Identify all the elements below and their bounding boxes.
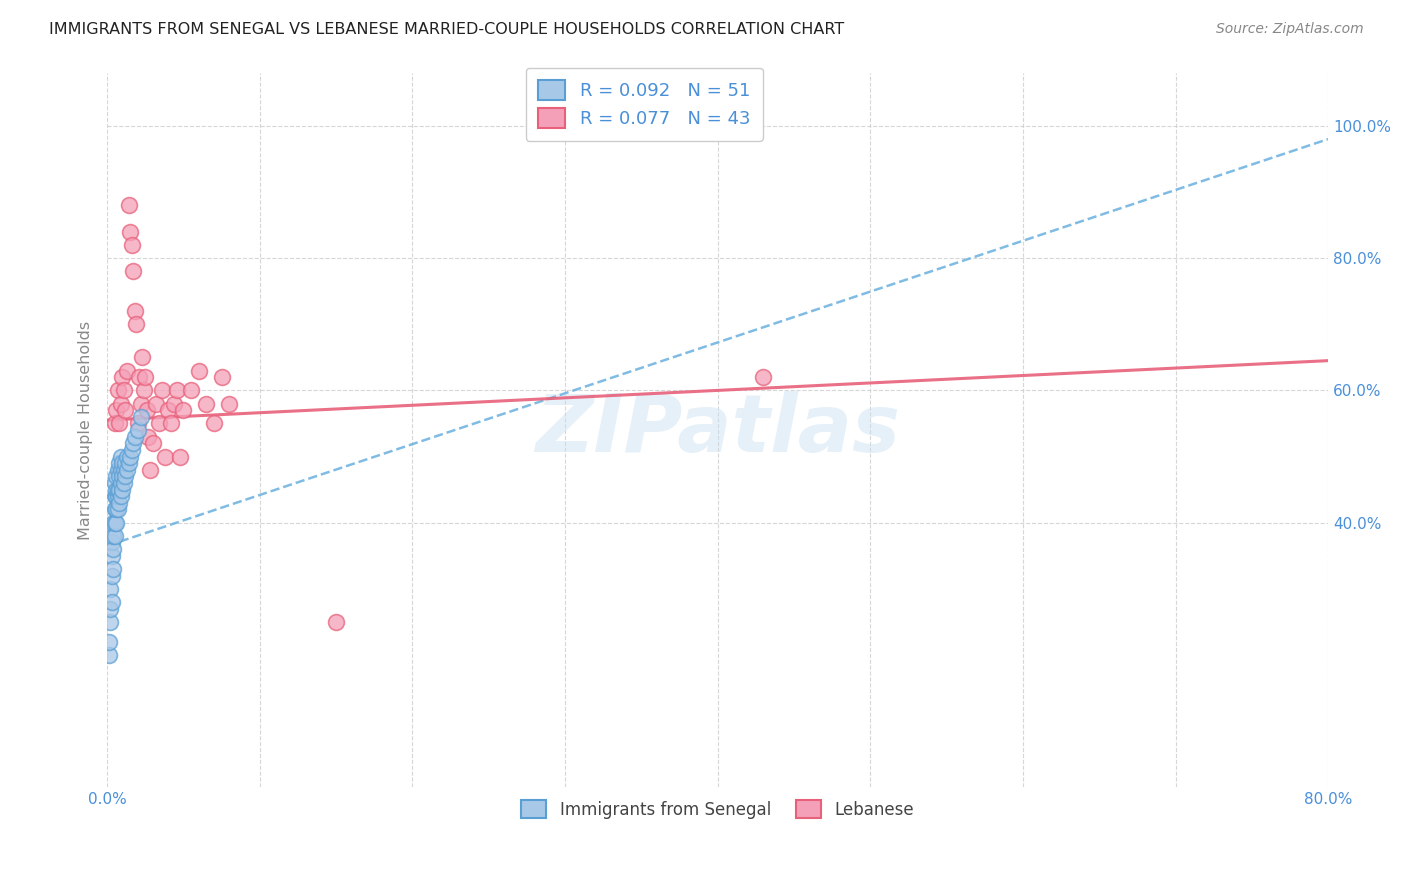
Point bbox=[124, 304, 146, 318]
Point bbox=[112, 475, 135, 490]
Point bbox=[169, 450, 191, 464]
Point bbox=[97, 648, 120, 662]
Point bbox=[110, 475, 132, 490]
Point bbox=[103, 542, 125, 557]
Point bbox=[166, 384, 188, 398]
Point bbox=[97, 634, 120, 648]
Point bbox=[107, 502, 129, 516]
Point bbox=[115, 450, 138, 464]
Point bbox=[104, 475, 127, 490]
Point bbox=[117, 198, 139, 212]
Point bbox=[110, 396, 132, 410]
Y-axis label: Married-couple Households: Married-couple Households bbox=[79, 320, 93, 540]
Point bbox=[163, 396, 186, 410]
Point bbox=[132, 384, 155, 398]
Point bbox=[112, 463, 135, 477]
Point bbox=[110, 463, 132, 477]
Text: ZIPatlas: ZIPatlas bbox=[536, 391, 900, 469]
Point bbox=[110, 450, 132, 464]
Point bbox=[117, 456, 139, 470]
Point bbox=[148, 417, 170, 431]
Point bbox=[127, 423, 149, 437]
Point bbox=[202, 417, 225, 431]
Point bbox=[100, 595, 122, 609]
Point bbox=[108, 417, 131, 431]
Point bbox=[111, 456, 134, 470]
Legend: Immigrants from Senegal, Lebanese: Immigrants from Senegal, Lebanese bbox=[515, 793, 921, 825]
Point bbox=[142, 436, 165, 450]
Point bbox=[111, 469, 134, 483]
Point bbox=[100, 535, 122, 549]
Point bbox=[100, 568, 122, 582]
Point bbox=[107, 384, 129, 398]
Point bbox=[104, 529, 127, 543]
Point bbox=[98, 615, 121, 629]
Point bbox=[104, 417, 127, 431]
Point bbox=[128, 370, 150, 384]
Point bbox=[104, 489, 127, 503]
Point bbox=[107, 489, 129, 503]
Point bbox=[112, 384, 135, 398]
Point bbox=[218, 396, 240, 410]
Point bbox=[104, 516, 127, 530]
Point bbox=[752, 370, 775, 384]
Point bbox=[122, 264, 145, 278]
Point bbox=[211, 370, 233, 384]
Point bbox=[129, 396, 152, 410]
Point bbox=[98, 582, 121, 596]
Point bbox=[115, 463, 138, 477]
Point bbox=[187, 363, 209, 377]
Point bbox=[111, 483, 134, 497]
Point bbox=[100, 549, 122, 563]
Text: IMMIGRANTS FROM SENEGAL VS LEBANESE MARRIED-COUPLE HOUSEHOLDS CORRELATION CHART: IMMIGRANTS FROM SENEGAL VS LEBANESE MARR… bbox=[49, 22, 845, 37]
Point bbox=[105, 489, 128, 503]
Point bbox=[105, 469, 128, 483]
Point bbox=[107, 463, 129, 477]
Point bbox=[153, 450, 176, 464]
Point bbox=[129, 409, 152, 424]
Point bbox=[145, 396, 167, 410]
Point bbox=[103, 516, 125, 530]
Point bbox=[105, 516, 128, 530]
Point bbox=[157, 403, 180, 417]
Point bbox=[118, 450, 141, 464]
Point bbox=[131, 351, 153, 365]
Point bbox=[114, 456, 136, 470]
Point bbox=[139, 463, 162, 477]
Point bbox=[172, 403, 194, 417]
Point bbox=[180, 384, 202, 398]
Point bbox=[160, 417, 183, 431]
Point bbox=[121, 238, 143, 252]
Point bbox=[125, 318, 148, 332]
Point bbox=[105, 483, 128, 497]
Point bbox=[107, 483, 129, 497]
Point bbox=[105, 502, 128, 516]
Point bbox=[108, 469, 131, 483]
Point bbox=[103, 529, 125, 543]
Point bbox=[122, 436, 145, 450]
Point bbox=[325, 615, 347, 629]
Point bbox=[138, 430, 160, 444]
Point bbox=[98, 601, 121, 615]
Point bbox=[134, 370, 156, 384]
Point bbox=[103, 562, 125, 576]
Point bbox=[114, 403, 136, 417]
Point bbox=[127, 417, 149, 431]
Point bbox=[118, 225, 141, 239]
Point bbox=[121, 442, 143, 457]
Point bbox=[108, 456, 131, 470]
Point bbox=[135, 403, 157, 417]
Point bbox=[115, 363, 138, 377]
Point bbox=[108, 483, 131, 497]
Text: Source: ZipAtlas.com: Source: ZipAtlas.com bbox=[1216, 22, 1364, 37]
Point bbox=[150, 384, 173, 398]
Point bbox=[108, 496, 131, 510]
Point bbox=[111, 370, 134, 384]
Point bbox=[110, 489, 132, 503]
Point bbox=[124, 430, 146, 444]
Point bbox=[195, 396, 218, 410]
Point bbox=[105, 403, 128, 417]
Point bbox=[114, 469, 136, 483]
Point bbox=[104, 502, 127, 516]
